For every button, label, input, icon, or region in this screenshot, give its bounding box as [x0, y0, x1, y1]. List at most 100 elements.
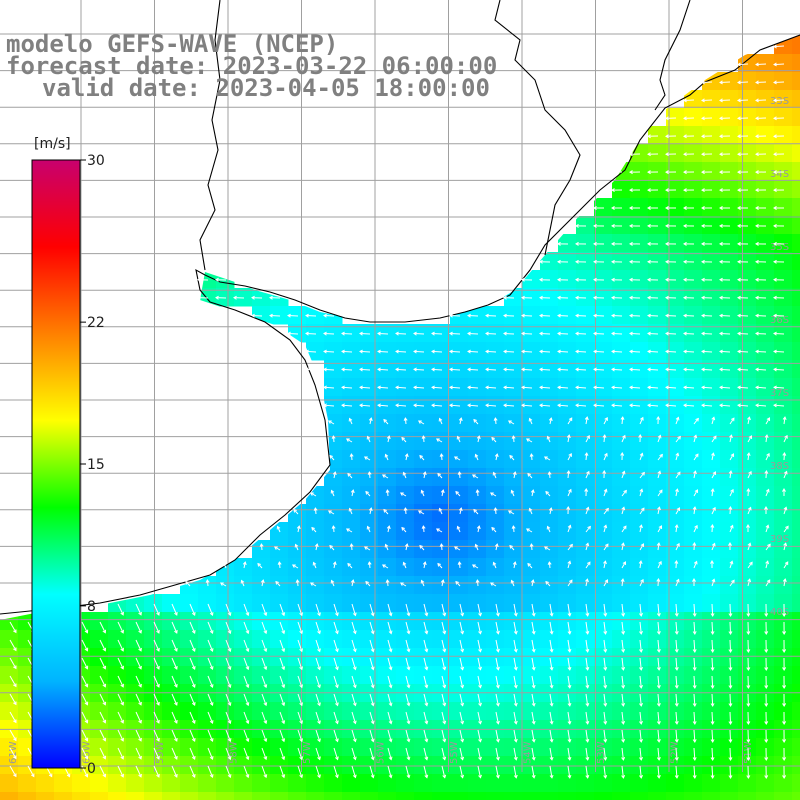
wind-arrow: [737, 81, 749, 84]
wind-arrow: [243, 657, 249, 670]
field-cell: [468, 306, 487, 325]
wind-arrow: [611, 332, 623, 335]
field-cell: [432, 396, 451, 415]
wind-arrow-head: [102, 683, 107, 688]
field-cell: [54, 792, 73, 800]
wind-arrow-head: [495, 738, 500, 743]
field-cell: [702, 486, 721, 505]
field-cell: [594, 738, 613, 757]
wind-arrow-head: [323, 313, 327, 318]
field-cell: [612, 540, 631, 559]
wind-arrow: [477, 747, 481, 760]
wind-arrow: [467, 368, 479, 371]
field-cell: [756, 414, 775, 433]
wind-arrow-head: [383, 418, 388, 423]
field-cell: [288, 702, 307, 721]
wind-arrow-head: [641, 471, 645, 476]
wind-arrow: [675, 621, 678, 635]
field-cell: [792, 90, 800, 109]
wind-arrow: [693, 506, 696, 515]
wind-arrow: [189, 711, 196, 724]
wind-arrow: [477, 675, 481, 688]
wind-arrow: [135, 675, 142, 688]
wind-arrow: [549, 765, 553, 778]
wind-arrow-head: [674, 721, 679, 725]
wind-arrow: [459, 675, 464, 688]
wind-arrow: [413, 350, 425, 353]
field-cell: [702, 702, 721, 721]
field-cell: [198, 612, 217, 631]
field-cell: [684, 756, 703, 775]
land-area: [0, 0, 800, 620]
field-cell: [684, 792, 703, 800]
wind-arrow-head: [728, 506, 733, 510]
field-cell: [0, 792, 19, 800]
wind-arrow: [171, 603, 178, 616]
wind-arrow-head: [437, 562, 442, 567]
field-cell: [702, 126, 721, 145]
wind-arrow: [189, 729, 196, 742]
wind-arrow-head: [567, 738, 572, 743]
wind-arrow: [531, 580, 534, 587]
field-cell: [720, 270, 739, 289]
field-cell: [738, 468, 757, 487]
wind-arrow: [314, 507, 317, 515]
wind-arrow-head: [629, 170, 633, 175]
wind-arrow: [711, 417, 715, 425]
field-cell: [36, 792, 55, 800]
wind-arrow-head: [521, 385, 525, 390]
wind-arrow-head: [406, 774, 411, 779]
wind-arrow: [315, 675, 321, 688]
wind-arrow-head: [384, 453, 389, 458]
field-cell: [450, 630, 469, 649]
wind-arrow-head: [424, 666, 429, 671]
wind-arrow: [441, 729, 446, 742]
field-cell: [774, 702, 793, 721]
field-cell: [144, 594, 163, 613]
field-cell: [522, 648, 541, 667]
wind-arrow: [657, 693, 660, 706]
wind-arrow-head: [138, 737, 142, 742]
wind-arrow-head: [424, 612, 429, 617]
wind-arrow: [545, 491, 551, 497]
field-cell: [684, 252, 703, 271]
field-cell: [126, 792, 145, 800]
wind-arrow-head: [719, 152, 723, 157]
wind-arrow: [657, 729, 660, 742]
wind-arrow-head: [455, 490, 460, 495]
wind-arrow: [292, 564, 299, 569]
wind-arrow: [567, 603, 571, 616]
wind-arrow-head: [156, 683, 160, 688]
wind-arrow-head: [539, 349, 543, 354]
wind-arrow-head: [755, 259, 759, 264]
field-cell: [684, 306, 703, 325]
wind-arrow-head: [531, 612, 536, 617]
wind-arrow-head: [746, 739, 751, 743]
wind-arrow-head: [746, 649, 751, 653]
wind-arrow: [621, 525, 627, 533]
wind-arrow: [311, 527, 317, 533]
wind-arrow-head: [683, 134, 687, 139]
field-cell: [522, 486, 541, 505]
wind-arrow: [385, 544, 389, 551]
wind-arrow-head: [755, 188, 759, 193]
wind-arrow-head: [755, 277, 759, 282]
field-cell: [792, 450, 800, 469]
wind-arrow: [531, 490, 534, 497]
wind-arrow-head: [683, 313, 687, 318]
field-cell: [720, 468, 739, 487]
wind-arrow: [477, 603, 481, 616]
wind-arrow-head: [442, 666, 447, 671]
wind-arrow-head: [263, 666, 268, 671]
wind-arrow: [369, 508, 372, 515]
field-cell: [252, 702, 271, 721]
field-cell: [396, 396, 415, 415]
field-cell: [252, 594, 271, 613]
wind-arrow: [657, 639, 660, 652]
wind-arrow: [495, 729, 499, 742]
wind-arrow-head: [257, 562, 262, 567]
field-cell: [612, 774, 631, 793]
wind-arrow-head: [755, 385, 759, 390]
wind-arrow: [207, 603, 213, 616]
wind-arrow: [405, 657, 410, 670]
